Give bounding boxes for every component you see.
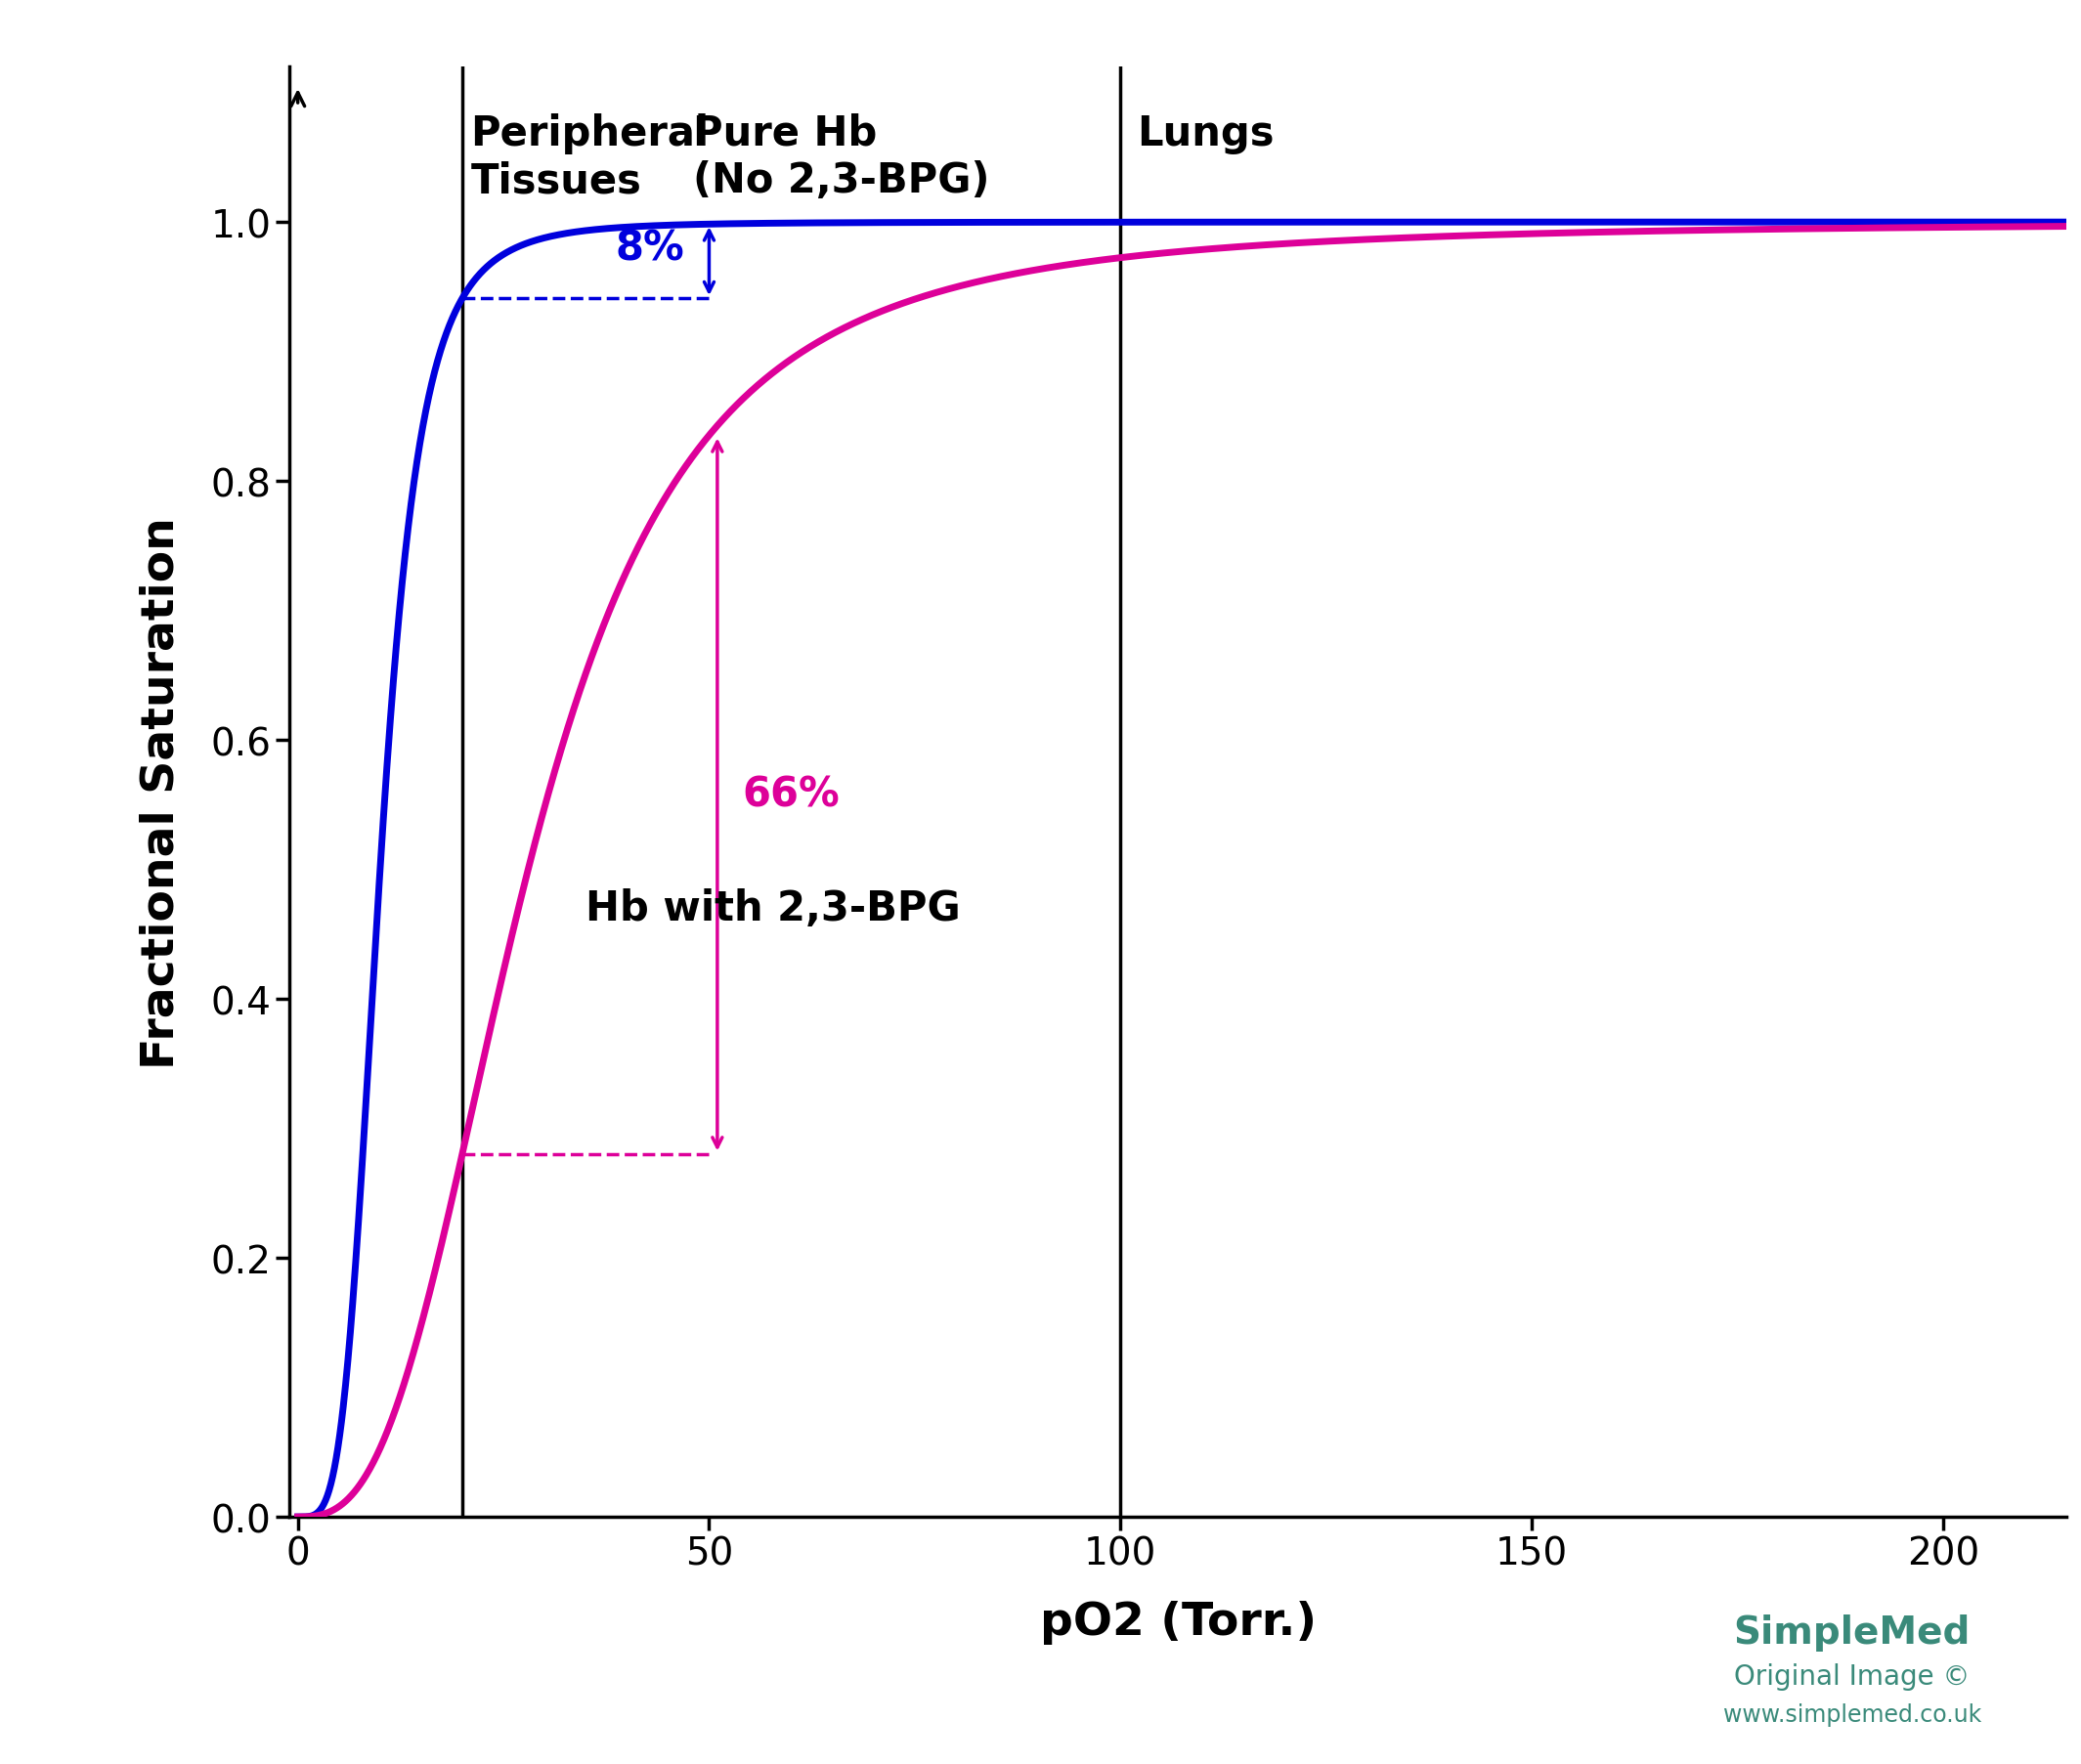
Text: 66%: 66% — [743, 774, 839, 815]
X-axis label: pO2 (Torr.): pO2 (Torr.) — [1040, 1600, 1317, 1644]
Text: Original Image ©: Original Image © — [1733, 1662, 1971, 1690]
Text: Hb with 2,3-BPG: Hb with 2,3-BPG — [585, 889, 961, 930]
Y-axis label: Fractional Saturation: Fractional Saturation — [139, 517, 183, 1069]
Text: Pure Hb
(No 2,3-BPG): Pure Hb (No 2,3-BPG) — [693, 113, 988, 201]
Text: SimpleMed: SimpleMed — [1733, 1612, 1971, 1651]
Text: Peripheral
Tissues: Peripheral Tissues — [470, 113, 710, 201]
Text: 8%: 8% — [616, 229, 685, 270]
Text: www.simplemed.co.uk: www.simplemed.co.uk — [1723, 1702, 1981, 1727]
Text: Lungs: Lungs — [1136, 113, 1274, 153]
